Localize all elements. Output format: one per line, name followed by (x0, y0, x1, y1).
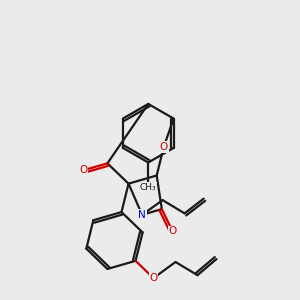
Text: N: N (138, 210, 146, 220)
Text: O: O (80, 165, 88, 175)
Text: CH₃: CH₃ (140, 183, 157, 192)
Text: O: O (160, 142, 168, 152)
Text: O: O (149, 273, 158, 283)
Text: O: O (169, 226, 177, 236)
